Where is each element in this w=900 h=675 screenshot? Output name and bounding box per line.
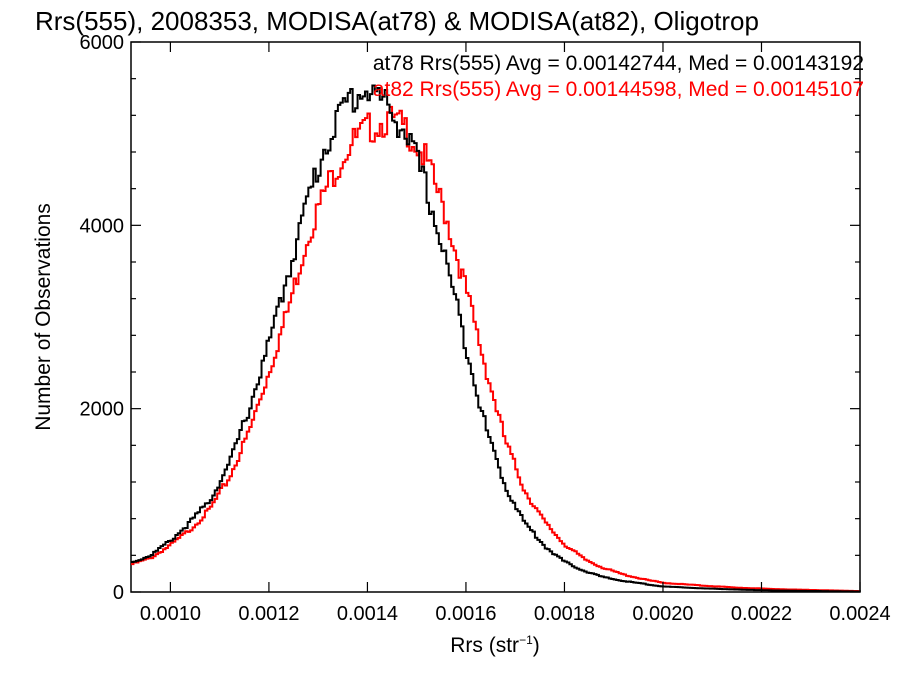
x-tick-label: 0.0024 bbox=[829, 603, 890, 625]
x-tick-label: 0.0012 bbox=[238, 603, 299, 625]
histogram-series-at82 bbox=[131, 105, 860, 593]
x-axis-label-exponent: −1 bbox=[519, 633, 533, 647]
x-axis-label: Rrs (str−1) bbox=[450, 633, 540, 657]
plot-frame bbox=[130, 41, 861, 593]
x-axis-label-close: ) bbox=[533, 634, 540, 657]
y-tick-label: 2000 bbox=[80, 399, 125, 421]
y-axis-label: Number of Observations bbox=[32, 203, 55, 431]
x-tick-label: 0.0018 bbox=[534, 603, 595, 625]
x-tick-label: 0.0014 bbox=[337, 603, 398, 625]
y-tick-label: 0 bbox=[113, 582, 124, 604]
y-tick-label: 4000 bbox=[80, 215, 125, 237]
x-tick-label: 0.0016 bbox=[435, 603, 496, 625]
annotation-at78: at78 Rrs(555) Avg = 0.00142744, Med = 0.… bbox=[373, 52, 864, 75]
histogram-series-at78 bbox=[131, 84, 861, 593]
chart-title: Rrs(555), 2008353, MODISA(at78) & MODISA… bbox=[35, 6, 759, 36]
y-tick-label: 6000 bbox=[80, 32, 125, 54]
x-tick-label: 0.0022 bbox=[731, 603, 792, 625]
x-tick-label: 0.0020 bbox=[632, 603, 693, 625]
x-tick-label: 0.0010 bbox=[140, 603, 201, 625]
annotation-at82: at82 Rrs(555) Avg = 0.00144598, Med = 0.… bbox=[373, 78, 864, 101]
x-axis-label-main: Rrs (str bbox=[450, 634, 519, 657]
ticks-layer: 0.0010 0.0012 0.0014 0.0016 0.0018 0.0020 0.00… bbox=[80, 32, 891, 625]
plot-area: 0.0010 0.0012 0.0014 0.0016 0.0018 0.0020 0.00… bbox=[80, 32, 891, 625]
series-layer bbox=[131, 84, 861, 593]
